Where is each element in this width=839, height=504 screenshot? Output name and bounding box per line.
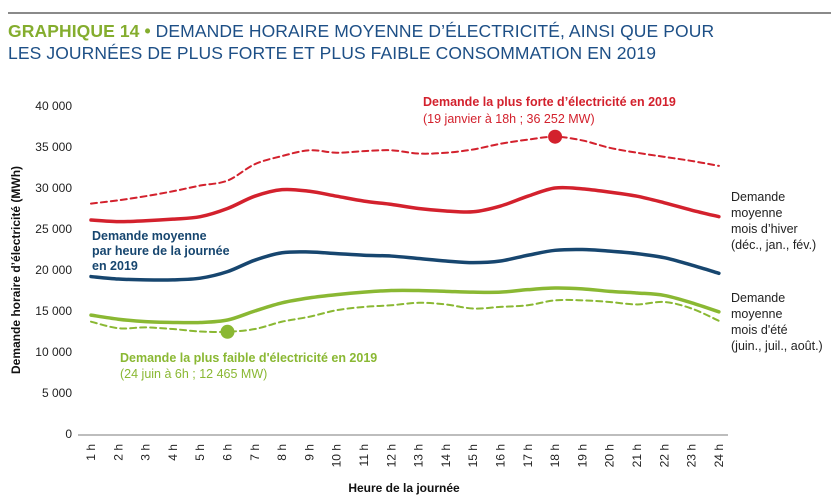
y-tick-label: 5 000 (42, 386, 72, 400)
series-line-max (90, 135, 720, 205)
x-axis-label: Heure de la journée (348, 481, 460, 495)
x-tick-label: 23 h (685, 444, 699, 467)
average-annotation-line: par heure de la journée (92, 244, 230, 258)
y-tick-label: 0 (65, 427, 72, 441)
x-tick-label: 13 h (412, 444, 426, 467)
chart-title: GRAPHIQUE 14 • DEMANDE HORAIRE MOYENNE D… (8, 20, 714, 64)
x-tick-label: 14 h (439, 444, 453, 467)
x-tick-label: 9 h (302, 444, 316, 461)
series-line-min (90, 298, 720, 333)
x-tick-label: 7 h (248, 444, 262, 461)
x-tick-label: 19 h (575, 444, 589, 467)
title-prefix: GRAPHIQUE 14 • (8, 21, 151, 41)
x-tick-label: 6 h (221, 444, 235, 461)
x-tick-label: 1 h (84, 444, 98, 461)
x-tick-label: 16 h (494, 444, 508, 467)
series-line-summer (89, 286, 721, 325)
x-tick-label: 12 h (384, 444, 398, 467)
x-tick-label: 5 h (193, 444, 207, 461)
y-tick-label: 35 000 (35, 140, 72, 154)
x-tick-label: 3 h (139, 444, 153, 461)
title-line2: LES JOURNÉES DE PLUS FORTE ET PLUS FAIBL… (8, 43, 657, 63)
summer-annotation-line: moyenne (731, 307, 782, 321)
marker-max (548, 129, 563, 144)
y-tick-label: 10 000 (35, 345, 72, 359)
x-tick-label: 22 h (657, 444, 671, 467)
x-tick-label: 2 h (111, 444, 125, 461)
x-tick-label: 15 h (466, 444, 480, 467)
series-line-average (89, 247, 721, 282)
average-annotation-line: en 2019 (92, 259, 138, 273)
y-tick-label: 15 000 (35, 304, 72, 318)
x-tick-label: 20 h (603, 444, 617, 467)
x-tick-label: 11 h (357, 444, 371, 466)
x-tick-label: 18 h (548, 444, 562, 467)
x-tick-label: 24 h (712, 444, 726, 467)
series-line-winter (89, 185, 721, 224)
title-line1: DEMANDE HORAIRE MOYENNE D’ÉLECTRICITÉ, A… (150, 21, 715, 41)
summer-annotation-line: Demande (731, 291, 785, 305)
marker-min (220, 324, 235, 339)
average-annotation-line: Demande moyenne (92, 229, 207, 243)
max-annotation-detail: (19 janvier à 18h ; 36 252 MW) (423, 112, 595, 126)
x-tick-label: 17 h (521, 444, 535, 467)
winter-annotation-line: moyenne (731, 206, 782, 220)
max-annotation-title: Demande la plus forte d’électricité en 2… (423, 95, 676, 109)
winter-annotation-line: Demande (731, 190, 785, 204)
min-annotation-detail: (24 juin à 6h ; 12 465 MW) (120, 367, 267, 381)
x-tick-label: 10 h (330, 444, 344, 467)
y-tick-label: 30 000 (35, 181, 72, 195)
winter-annotation-line: mois d’hiver (731, 222, 798, 236)
summer-annotation-line: (juin., juil., août.) (731, 339, 823, 353)
summer-annotation-line: mois d'été (731, 323, 788, 337)
x-tick-label: 8 h (275, 444, 289, 461)
y-axis-label: Demande horaire d’électricité (MWh) (9, 166, 23, 374)
top-rule (8, 12, 831, 14)
y-tick-label: 25 000 (35, 222, 72, 236)
y-tick-label: 20 000 (35, 263, 72, 277)
min-annotation-title: Demande la plus faible d'électricité en … (120, 351, 377, 365)
x-tick-label: 4 h (166, 444, 180, 461)
y-tick-label: 40 000 (35, 99, 72, 113)
winter-annotation-line: (déc., jan., fév.) (731, 238, 816, 252)
x-tick-label: 21 h (630, 444, 644, 467)
